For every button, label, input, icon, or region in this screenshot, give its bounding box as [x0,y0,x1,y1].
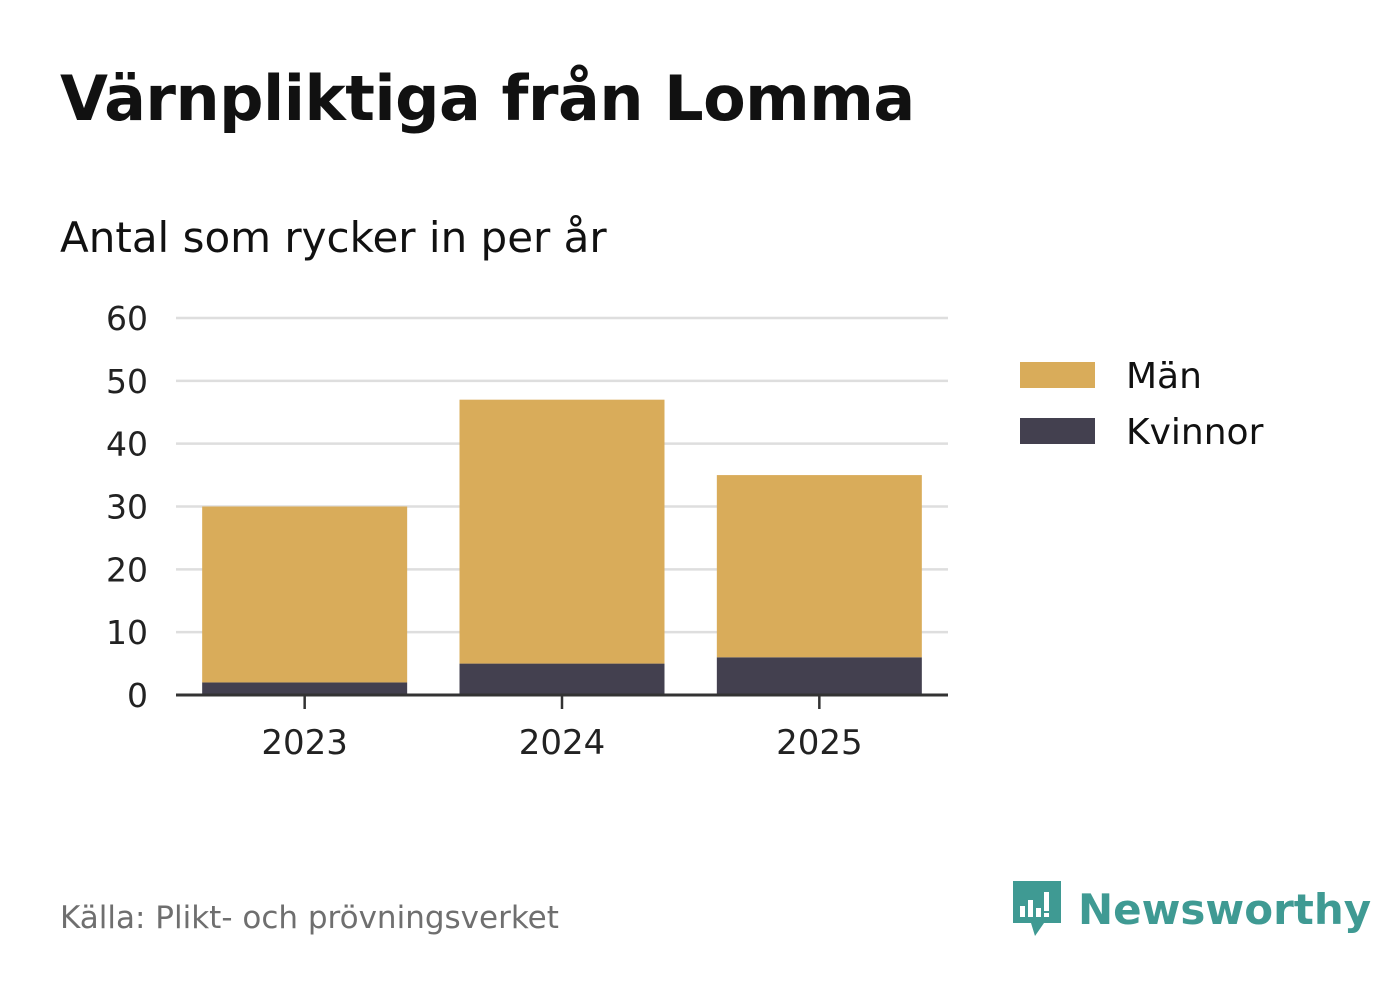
bars [202,399,922,695]
bar-män-2023 [202,506,408,683]
y-tick-label: 0 [127,676,148,715]
stacked-bar-chart: 0 10 20 30 40 50 60 2023 2024 2025 Män Kvinnor [106,299,1264,763]
legend-label-män: Män [1126,356,1202,397]
y-tick-label: 40 [106,425,148,464]
y-tick-label: 20 [106,550,148,589]
bar-män-2024 [459,399,665,664]
newsworthy-logo-icon [1013,881,1061,936]
bar-män-2025 [716,475,922,658]
chart-title: Värnpliktiga från Lomma [60,62,915,135]
x-tick-label: 2025 [776,723,863,763]
legend: Män Kvinnor [1020,356,1264,453]
bar-kvinnor-2025 [716,657,922,695]
x-axis [176,693,948,709]
y-tick-label: 10 [106,613,148,652]
brand-name: Newsworthy [1078,884,1372,934]
brand-logo: Newsworthy [1010,878,1371,940]
y-tick-label: 50 [106,362,148,401]
legend-label-kvinnor: Kvinnor [1126,412,1264,453]
y-tick-label: 60 [106,299,148,338]
source-note: Källa: Plikt- och prövningsverket [60,900,559,936]
x-tick-label: 2023 [261,723,348,763]
bar-kvinnor-2024 [459,663,665,695]
legend-swatch-män [1020,362,1095,388]
x-tick-labels: 2023 2024 2025 [261,723,862,763]
chart-subtitle: Antal som rycker in per år [60,213,607,262]
legend-swatch-kvinnor [1020,418,1095,444]
x-tick-label: 2024 [519,723,606,763]
y-tick-labels: 0 10 20 30 40 50 60 [106,299,148,715]
y-tick-label: 30 [106,488,148,527]
bar-kvinnor-2023 [202,682,408,695]
